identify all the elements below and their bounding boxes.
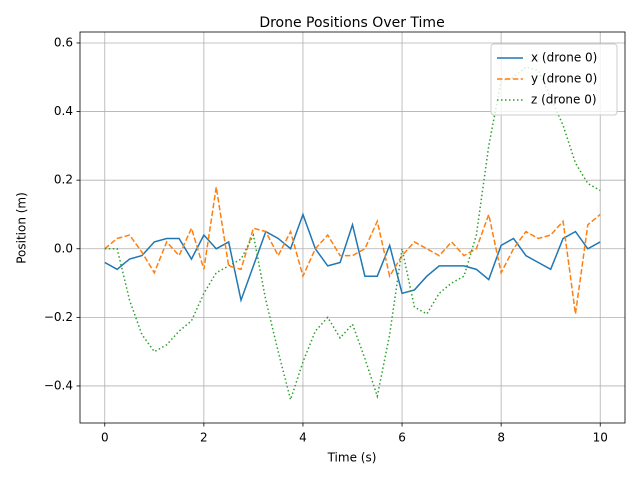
legend-box: [490, 43, 618, 116]
x-tick-label: 10: [593, 431, 608, 445]
x-tick-label: 0: [101, 431, 109, 445]
y-axis-label: Position (m): [15, 192, 29, 264]
data-line: [104, 212, 601, 303]
y-tick-label: 0.2: [54, 173, 73, 187]
x-axis-label: Time (s): [327, 451, 377, 465]
data-line: [104, 186, 601, 315]
legend-label: y (drone 0): [531, 72, 597, 86]
legend-label: z (drone 0): [531, 93, 597, 107]
data-line: [104, 66, 601, 403]
legend: x (drone 0) y (drone 0) z (drone 0): [490, 43, 618, 116]
chart-title: Drone Positions Over Time: [259, 15, 444, 31]
plot-frame: [79, 31, 626, 424]
y-tick-label: −0.4: [44, 378, 73, 392]
y-tick-label: 0.0: [54, 241, 73, 255]
y-tick-label: 0.6: [54, 35, 73, 49]
legend-label: x (drone 0): [531, 51, 597, 65]
x-tick-label: 8: [497, 431, 505, 445]
y-tick-label: 0.4: [54, 104, 73, 118]
x-tick-label: 6: [398, 431, 406, 445]
x-tick-label: 4: [299, 431, 307, 445]
x-tick-label: 2: [200, 431, 208, 445]
y-tick-label: −0.2: [44, 310, 73, 324]
